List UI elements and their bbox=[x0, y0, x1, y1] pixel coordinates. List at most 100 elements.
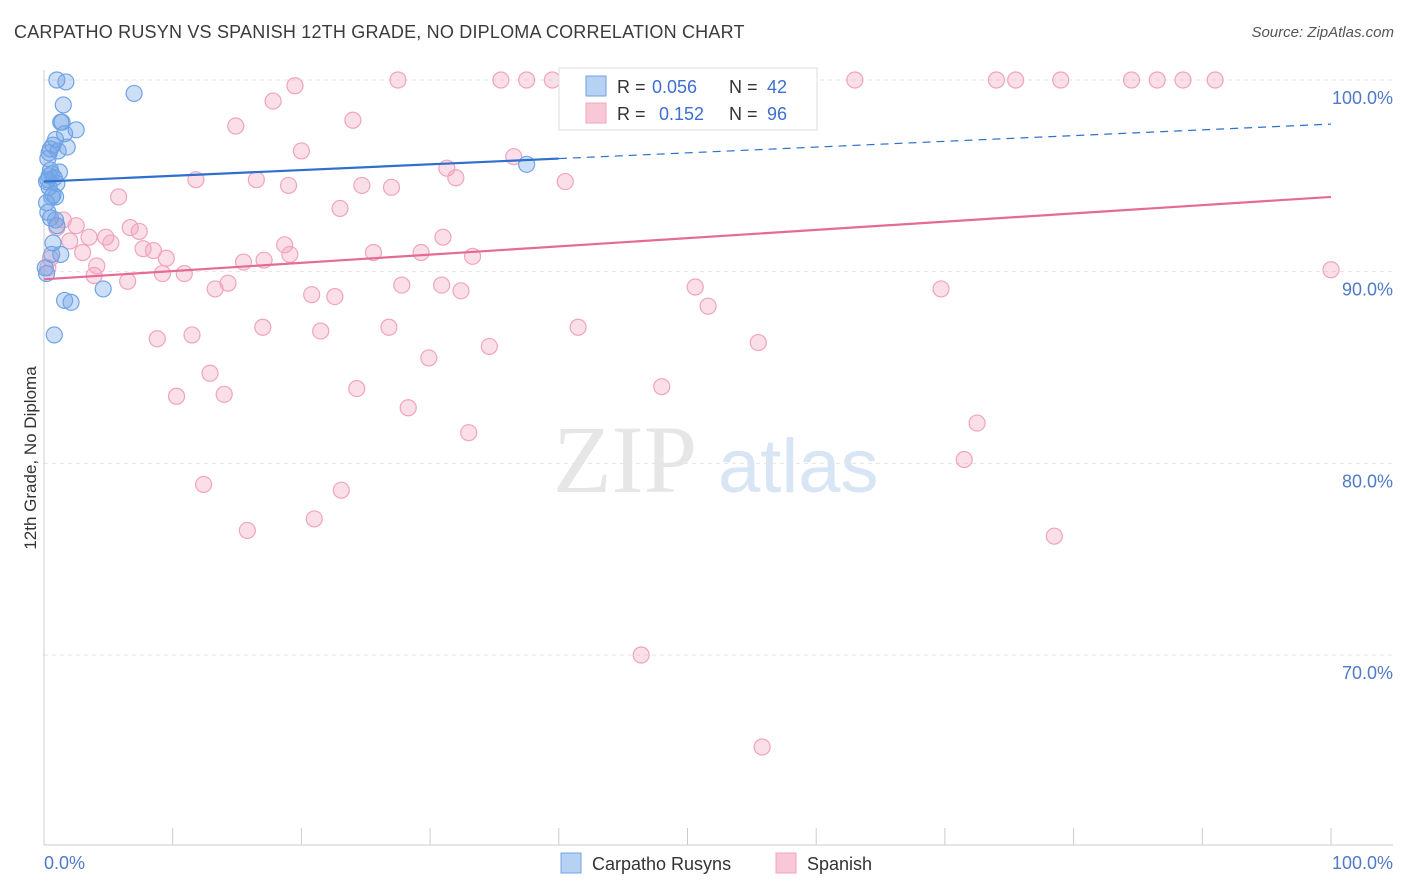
trend-line-spanish bbox=[43, 195, 1332, 281]
bottom-legend-label-pink: Spanish bbox=[807, 854, 872, 874]
point-spanish bbox=[569, 318, 587, 336]
point-spanish bbox=[518, 71, 536, 89]
point-spanish bbox=[1174, 71, 1192, 89]
point-carpatho-rusyns bbox=[37, 264, 56, 283]
point-spanish bbox=[968, 414, 986, 432]
point-spanish bbox=[1122, 71, 1141, 89]
point-spanish bbox=[753, 738, 771, 756]
point-spanish bbox=[348, 379, 366, 398]
point-spanish bbox=[364, 243, 383, 262]
point-spanish bbox=[686, 278, 704, 296]
point-spanish bbox=[344, 111, 362, 129]
point-spanish bbox=[121, 218, 139, 237]
point-carpatho-rusyns bbox=[43, 188, 61, 206]
point-spanish bbox=[846, 71, 864, 89]
point-spanish bbox=[1206, 71, 1224, 89]
point-spanish bbox=[460, 424, 478, 442]
trend-line-carpatho-rusyns bbox=[43, 157, 559, 183]
point-carpatho-rusyns bbox=[58, 138, 76, 156]
legend-r-label-1: R = bbox=[617, 77, 646, 97]
point-spanish bbox=[480, 337, 498, 356]
point-spanish bbox=[264, 92, 282, 110]
point-spanish bbox=[130, 222, 148, 241]
point-spanish bbox=[987, 71, 1005, 89]
point-spanish bbox=[74, 243, 92, 262]
source-label: Source: ZipAtlas.com bbox=[1251, 24, 1394, 41]
y-tick-label: 100.0% bbox=[1332, 88, 1393, 108]
bottom-legend-label-blue: Carpatho Rusyns bbox=[592, 854, 731, 874]
point-spanish bbox=[955, 450, 973, 469]
point-carpatho-rusyns bbox=[57, 73, 75, 91]
point-spanish bbox=[412, 243, 430, 262]
point-spanish bbox=[286, 77, 304, 95]
y-axis-label: 12th Grade, No Diploma bbox=[21, 366, 40, 550]
point-spanish bbox=[1148, 71, 1166, 89]
point-spanish bbox=[281, 245, 299, 264]
points-layer bbox=[36, 71, 1340, 756]
legend-swatch-blue bbox=[585, 75, 607, 97]
chart-title: CARPATHO RUSYN VS SPANISH 12TH GRADE, NO… bbox=[14, 22, 745, 42]
point-spanish bbox=[88, 257, 106, 275]
legend-n-label-1: N = bbox=[729, 77, 758, 97]
x-tick-label-left: 0.0% bbox=[44, 853, 85, 873]
point-spanish bbox=[215, 385, 233, 403]
point-spanish bbox=[749, 333, 767, 352]
point-carpatho-rusyns bbox=[46, 188, 65, 206]
point-spanish bbox=[157, 249, 175, 267]
point-spanish bbox=[227, 117, 245, 135]
point-spanish bbox=[326, 287, 344, 306]
x-tick-label-right: 100.0% bbox=[1332, 853, 1393, 873]
legend-r-value-1: 0.056 bbox=[652, 77, 697, 97]
point-carpatho-rusyns bbox=[54, 96, 72, 114]
legend-n-value-1: 42 bbox=[767, 77, 787, 97]
point-spanish bbox=[167, 387, 186, 405]
point-spanish bbox=[433, 276, 451, 294]
point-spanish bbox=[452, 282, 470, 300]
point-spanish bbox=[492, 71, 510, 89]
point-spanish bbox=[153, 264, 172, 283]
point-carpatho-rusyns bbox=[36, 259, 54, 277]
point-spanish bbox=[699, 297, 717, 315]
point-spanish bbox=[201, 364, 219, 382]
point-spanish bbox=[1052, 71, 1070, 89]
point-carpatho-rusyns bbox=[45, 326, 63, 344]
point-spanish bbox=[1045, 527, 1063, 545]
point-spanish bbox=[61, 232, 79, 250]
point-carpatho-rusyns bbox=[62, 293, 80, 311]
point-spanish bbox=[312, 322, 330, 340]
point-spanish bbox=[292, 142, 310, 160]
point-spanish bbox=[653, 378, 671, 396]
point-spanish bbox=[254, 318, 272, 336]
point-spanish bbox=[206, 280, 224, 298]
y-tick-label: 70.0% bbox=[1342, 663, 1393, 683]
point-spanish bbox=[194, 475, 213, 494]
point-spanish bbox=[279, 176, 298, 195]
legend-n-value-2: 96 bbox=[767, 104, 787, 124]
point-spanish bbox=[238, 521, 256, 540]
point-carpatho-rusyns bbox=[48, 217, 66, 235]
y-tick-label: 80.0% bbox=[1342, 471, 1393, 491]
legend-top: R = 0.056 N = 42 R = 0.152 N = 96 bbox=[558, 67, 818, 131]
point-spanish bbox=[332, 481, 350, 499]
point-carpatho-rusyns bbox=[40, 144, 58, 162]
point-spanish bbox=[67, 217, 85, 235]
point-spanish bbox=[148, 330, 166, 348]
point-spanish bbox=[134, 240, 152, 258]
bottom-legend-swatch-blue bbox=[560, 852, 582, 874]
point-spanish bbox=[389, 71, 407, 89]
point-spanish bbox=[303, 286, 321, 304]
point-spanish bbox=[247, 171, 265, 189]
grid-layer bbox=[44, 79, 1393, 656]
point-spanish bbox=[632, 646, 650, 664]
legend-bottom: Carpatho Rusyns Spanish bbox=[560, 852, 872, 874]
point-spanish bbox=[447, 169, 465, 187]
point-spanish bbox=[393, 276, 411, 294]
point-spanish bbox=[382, 178, 401, 196]
point-spanish bbox=[1322, 261, 1340, 279]
point-spanish bbox=[119, 272, 137, 290]
legend-r-value-2: 0.152 bbox=[659, 104, 704, 124]
watermark-atlas: atlas bbox=[718, 424, 879, 509]
point-spanish bbox=[331, 199, 349, 218]
legend-n-label-2: N = bbox=[729, 104, 758, 124]
